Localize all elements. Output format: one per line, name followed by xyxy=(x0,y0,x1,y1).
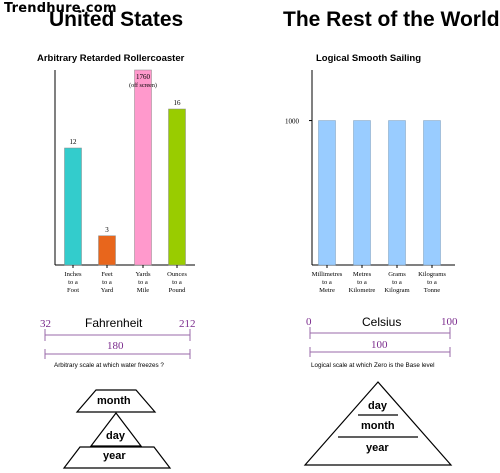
pyramid-right xyxy=(303,381,453,466)
chart-title-left: Arbitrary Retarded Rollercoaster xyxy=(37,53,185,64)
caption-left: Arbitrary scale at which water freezes ? xyxy=(54,362,164,369)
x-tick-label: Inches to a Foot xyxy=(64,271,82,294)
pyramid-left-middle-label: day xyxy=(106,430,125,442)
scale-low-left: 32 xyxy=(40,318,51,330)
pyramid-left-top-label: month xyxy=(97,395,131,407)
title-united-states: United States xyxy=(49,8,184,31)
scale-bracket-right xyxy=(309,327,451,357)
data-label: 16 xyxy=(174,99,182,107)
scale-name-celsius: Celsius xyxy=(362,315,402,329)
scale-name-fahrenheit: Fahrenheit xyxy=(85,316,143,330)
scale-bracket-left xyxy=(44,329,191,359)
pyramid-right-middle-label: month xyxy=(361,420,395,432)
pyramid-left-middle xyxy=(89,412,143,447)
scale-low-right: 0 xyxy=(306,316,312,328)
pyramid-left-bottom-label: year xyxy=(103,450,126,462)
scale-span-right: 100 xyxy=(371,339,388,351)
x-tick-label: Metres to a Kilometre xyxy=(348,271,376,294)
y-tick-label: 1000 xyxy=(285,118,300,126)
pyramid-right-top-label: day xyxy=(368,400,387,412)
watermark: Trendhure.com xyxy=(2,1,119,16)
x-tick-label: Millimetres to a Metre xyxy=(311,271,343,294)
data-label: 12 xyxy=(70,138,78,146)
scale-high-right: 100 xyxy=(441,316,458,328)
x-tick-label: Yards to a Mile xyxy=(135,271,151,294)
x-tick-label: Kilograms to a Tonne xyxy=(418,271,446,294)
data-label: 3 xyxy=(105,226,109,234)
x-tick-label: Grams to a Kilogram xyxy=(384,271,410,294)
pyramid-left-top xyxy=(75,389,157,413)
scale-span-left: 180 xyxy=(107,340,124,352)
title-rest-of-world: The Rest of the World xyxy=(283,8,500,31)
pyramid-left-bottom xyxy=(62,446,172,469)
chart-title-right: Logical Smooth Sailing xyxy=(316,53,422,64)
caption-right: Logical scale at which Zero is the Base … xyxy=(311,362,435,369)
x-tick-label: Ounces to a Pound xyxy=(167,271,187,294)
scale-high-left: 212 xyxy=(179,318,196,330)
data-label: 1760 xyxy=(136,73,151,81)
pyramid-right-bottom-label: year xyxy=(366,442,389,454)
annotation-off-screen: (off screen) xyxy=(129,82,157,89)
x-tick-label: Feet to a Yard xyxy=(100,271,114,294)
